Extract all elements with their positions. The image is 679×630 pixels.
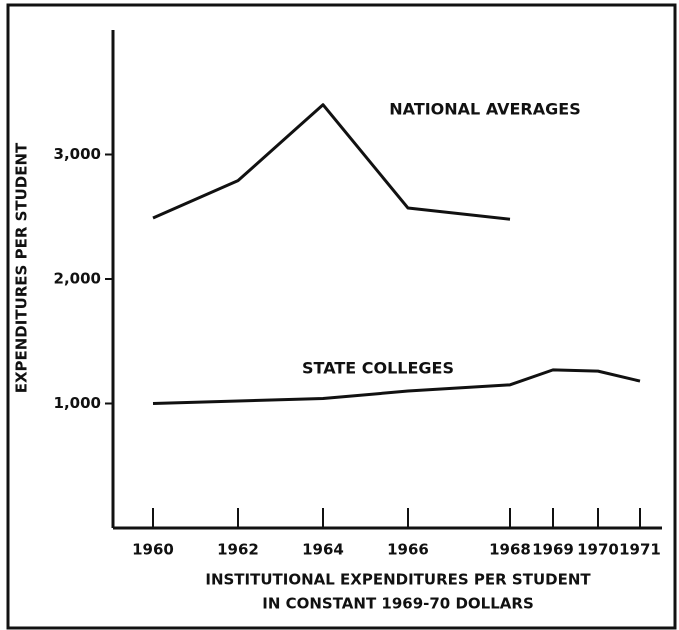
series-label: NATIONAL AVERAGES (389, 100, 580, 119)
x-tick-label: 1969 (532, 541, 574, 559)
y-tick-label: 3,000 (54, 145, 101, 163)
series-line (152, 103, 511, 221)
frame (6, 3, 677, 630)
x-tick-label: 1964 (302, 541, 344, 559)
y-axis-label: EXPENDITURES PER STUDENT (13, 142, 31, 393)
x-tick-label: 1960 (132, 541, 174, 559)
x-axis-label: IN CONSTANT 1969-70 DOLLARS (262, 595, 534, 613)
x-tick-label: 1968 (489, 541, 531, 559)
series-label: STATE COLLEGES (302, 359, 454, 378)
x-axis-label: INSTITUTIONAL EXPENDITURES PER STUDENT (205, 571, 591, 589)
x-tick-label: 1962 (217, 541, 259, 559)
x-tick-label: 1966 (387, 541, 429, 559)
series-line (152, 368, 641, 405)
x-tick-label: 1970 (577, 541, 619, 559)
y-tick-label: 2,000 (54, 270, 101, 288)
y-tick-label: 1,000 (54, 394, 101, 412)
x-tick-label: 1971 (619, 541, 661, 559)
